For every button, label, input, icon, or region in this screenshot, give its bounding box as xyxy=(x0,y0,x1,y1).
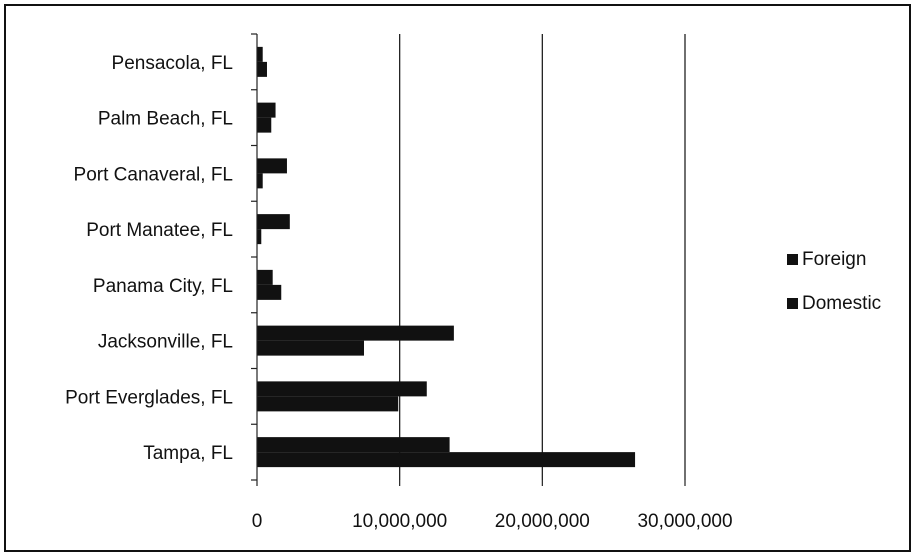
bar-foreign xyxy=(257,325,454,341)
category-label: Port Canaveral, FL xyxy=(74,164,233,185)
x-tick-labels: 0 10,000,000 20,000,000 30,000,000 xyxy=(252,511,733,532)
category-label: Port Everglades, FL xyxy=(65,387,233,408)
bar-foreign xyxy=(257,102,276,118)
bar-domestic xyxy=(257,117,272,133)
category-label: Tampa, FL xyxy=(143,443,233,464)
bar-foreign xyxy=(257,46,263,62)
gridlines xyxy=(399,34,686,480)
category-label: Palm Beach, FL xyxy=(98,109,233,130)
bar-domestic xyxy=(257,284,282,300)
bar-foreign xyxy=(257,158,287,174)
x-tick-label: 30,000,000 xyxy=(637,511,732,532)
legend-label: Foreign xyxy=(802,249,866,270)
legend: Foreign Domestic xyxy=(787,249,881,314)
bar-foreign xyxy=(257,214,290,230)
bar-foreign xyxy=(257,381,427,397)
legend-swatch xyxy=(787,298,798,309)
category-label: Port Manatee, FL xyxy=(86,220,233,241)
bar-foreign xyxy=(257,437,450,453)
bar-domestic xyxy=(257,173,263,189)
bar-domestic xyxy=(257,396,399,412)
bars xyxy=(257,46,636,468)
category-labels: Pensacola, FL Palm Beach, FL Port Canavera… xyxy=(65,53,233,464)
x-tick-label: 0 xyxy=(252,511,263,532)
legend-label: Domestic xyxy=(802,293,881,314)
bar-domestic xyxy=(257,61,267,77)
bar-domestic xyxy=(257,340,364,356)
legend-swatch xyxy=(787,254,798,265)
x-tick-label: 10,000,000 xyxy=(352,511,447,532)
x-tick-label: 20,000,000 xyxy=(495,511,590,532)
category-label: Pensacola, FL xyxy=(112,53,233,74)
category-label: Panama City, FL xyxy=(93,276,233,297)
category-label: Jacksonville, FL xyxy=(98,332,233,353)
bar-domestic xyxy=(257,452,636,468)
axes xyxy=(251,33,686,486)
bar-domestic xyxy=(257,229,262,245)
bar-foreign xyxy=(257,269,273,285)
